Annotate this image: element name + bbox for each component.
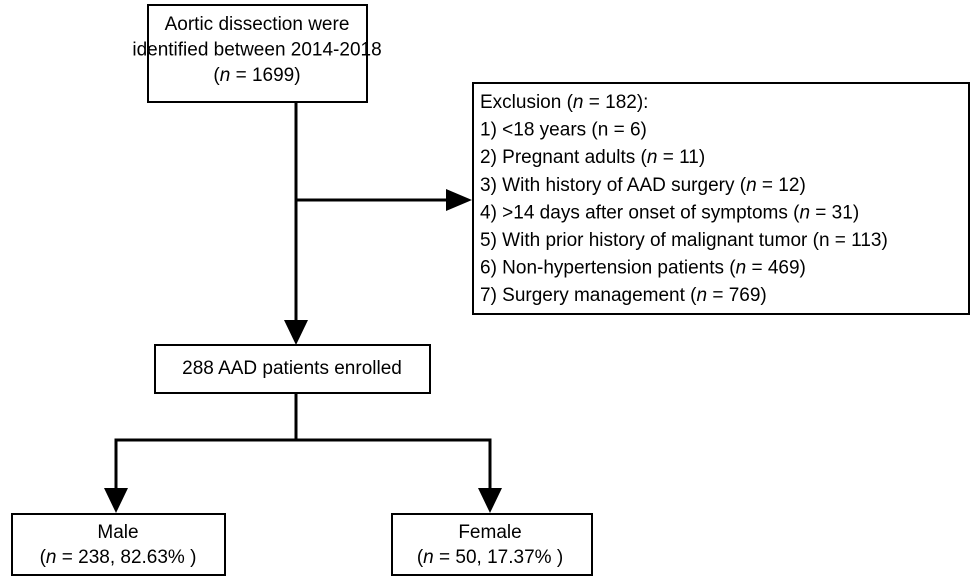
text-run: 3) With history of AAD surgery (	[480, 175, 747, 196]
text-run: = 1699)	[230, 65, 300, 86]
arrowhead	[104, 488, 128, 513]
text-run: = 769)	[707, 285, 767, 306]
connector	[114, 438, 492, 490]
text-run: (	[213, 65, 220, 86]
text-run: (	[417, 547, 424, 568]
exclusion-text: 3) With history of AAD surgery (n = 12)	[480, 175, 806, 196]
exclusion-box	[472, 82, 970, 315]
arrowhead	[446, 189, 472, 211]
text-run: = 12)	[757, 175, 806, 196]
exclusion-text: 6) Non-hypertension patients (n = 469)	[480, 258, 806, 279]
female-text: Female	[458, 522, 521, 543]
text-run: Male	[97, 522, 138, 543]
text-run: = 11)	[657, 147, 705, 168]
arrowhead	[478, 488, 502, 513]
italic-run: n	[799, 202, 810, 223]
italic-run: n	[746, 175, 757, 196]
female-box	[391, 513, 593, 576]
exclusion-text: Exclusion (n = 182):	[480, 92, 648, 113]
connectors	[104, 102, 502, 513]
enrolled-box	[154, 344, 431, 394]
exclusion-text: 5) With prior history of malignant tumor…	[480, 230, 888, 251]
text-run: identified between 2014-2018	[132, 40, 381, 61]
female-text: (n = 50, 17.37% )	[417, 547, 563, 568]
male-text: Male	[97, 522, 138, 543]
exclusion-text: 7) Surgery management (n = 769)	[480, 285, 767, 306]
text-run: Female	[458, 522, 521, 543]
exclusion-text: 1) <18 years (n = 6)	[480, 120, 647, 141]
italic-run: n	[423, 547, 434, 568]
text-run: 6) Non-hypertension patients (	[480, 258, 736, 279]
italic-run: n	[697, 285, 708, 306]
text-run: = 31)	[810, 202, 859, 223]
enrolled-text: 288 AAD patients enrolled	[182, 358, 402, 379]
italic-run: n	[736, 258, 747, 279]
text-run: = 182):	[584, 92, 649, 113]
text-run: = 238, 82.63% )	[56, 547, 196, 568]
text-run: = 469)	[746, 258, 806, 279]
italic-run: n	[220, 65, 231, 86]
italic-run: n	[647, 147, 658, 168]
text-run: 5) With prior history of malignant tumor…	[480, 230, 888, 251]
male-box	[11, 513, 226, 576]
text-run: (	[40, 547, 47, 568]
text-run: 1) <18 years (n = 6)	[480, 120, 647, 141]
italic-run: n	[573, 92, 584, 113]
text-run: 2) Pregnant adults (	[480, 147, 648, 168]
text-run: Exclusion (	[480, 92, 574, 113]
text-run: = 50, 17.37% )	[434, 547, 563, 568]
arrowhead	[284, 320, 308, 345]
exclusion-text: 2) Pregnant adults (n = 11)	[480, 147, 705, 168]
male-text: (n = 238, 82.63% )	[40, 547, 197, 568]
start-text: Aortic dissection were	[165, 14, 350, 35]
text-run: 288 AAD patients enrolled	[182, 358, 402, 379]
start-text: (n = 1699)	[213, 65, 300, 86]
text-run: Aortic dissection were	[165, 14, 350, 35]
start-box	[147, 4, 368, 103]
exclusion-text: 4) >14 days after onset of symptoms (n =…	[480, 202, 859, 223]
text-run: 4) >14 days after onset of symptoms (	[480, 202, 800, 223]
text-run: 7) Surgery management (	[480, 285, 697, 306]
start-text: identified between 2014-2018	[132, 40, 381, 61]
italic-run: n	[46, 547, 57, 568]
